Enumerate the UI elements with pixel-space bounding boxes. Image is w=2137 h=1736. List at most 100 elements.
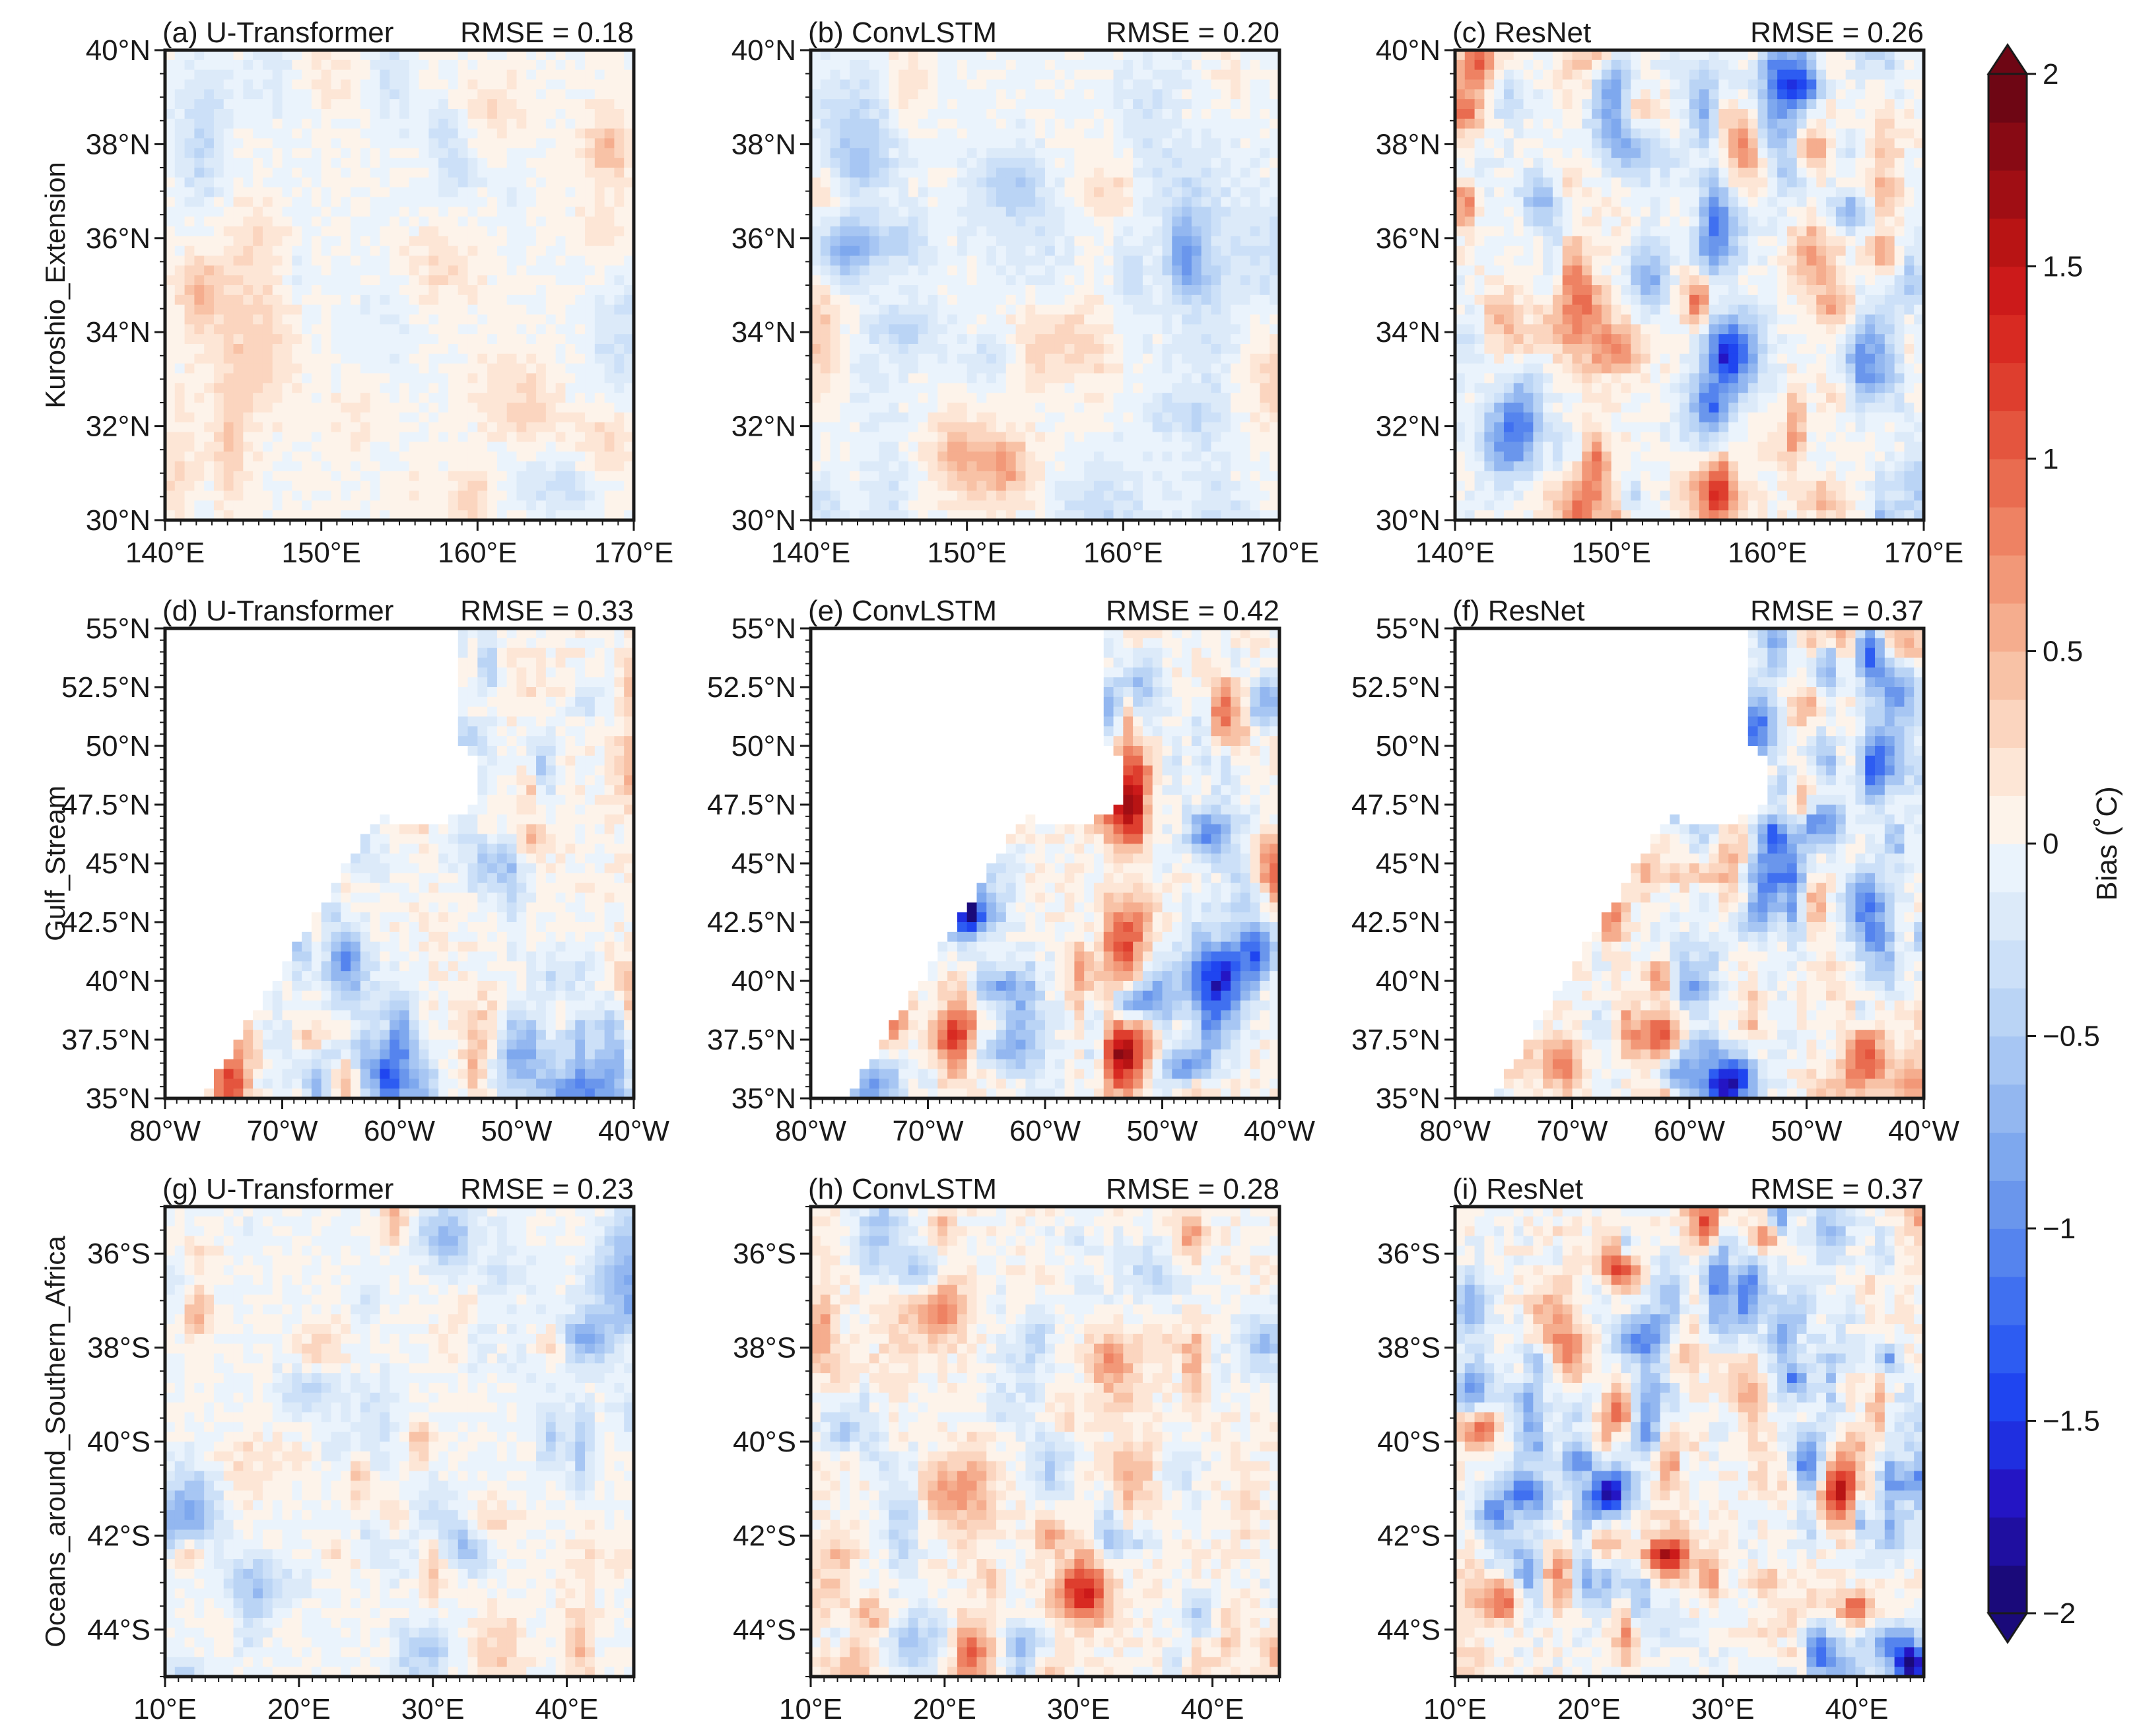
bias-cell bbox=[1123, 177, 1134, 188]
bias-cell bbox=[351, 69, 361, 81]
bias-cell bbox=[516, 79, 527, 90]
bias-cell bbox=[1113, 451, 1124, 462]
bias-cell bbox=[1103, 69, 1114, 81]
bias-cell bbox=[536, 490, 547, 501]
bias-cell bbox=[614, 461, 625, 472]
bias-cell bbox=[370, 442, 381, 452]
bias-cell bbox=[908, 363, 919, 374]
bias-cell bbox=[928, 255, 938, 266]
bias-cell bbox=[1045, 168, 1056, 178]
bias-cell bbox=[1054, 500, 1066, 511]
bias-cell bbox=[1035, 324, 1046, 335]
bias-cell bbox=[928, 373, 938, 384]
bias-cell bbox=[1172, 158, 1182, 168]
bias-cell bbox=[223, 363, 234, 374]
bias-cell bbox=[624, 403, 634, 413]
bias-cell bbox=[467, 334, 478, 345]
bias-cell bbox=[908, 373, 919, 384]
bias-cell bbox=[1240, 314, 1251, 325]
bias-cell bbox=[526, 59, 537, 71]
bias-cell bbox=[996, 461, 1007, 472]
bias-cell bbox=[370, 138, 381, 149]
bias-cell bbox=[565, 403, 576, 413]
bias-cell bbox=[811, 177, 821, 188]
bias-cell bbox=[889, 138, 899, 149]
bias-cell bbox=[889, 471, 899, 482]
bias-cell bbox=[1162, 118, 1172, 129]
bias-cell bbox=[859, 265, 870, 276]
bias-cell bbox=[204, 373, 215, 384]
bias-cell bbox=[526, 442, 537, 452]
bias-cell bbox=[438, 59, 449, 71]
bias-cell bbox=[555, 403, 566, 413]
bias-cell bbox=[1201, 207, 1212, 217]
bias-cell bbox=[1270, 168, 1279, 178]
bias-cell bbox=[1172, 187, 1182, 198]
bias-cell bbox=[820, 373, 831, 384]
bias-cell bbox=[967, 432, 978, 442]
bias-cell bbox=[1162, 50, 1172, 61]
bias-cell bbox=[1093, 275, 1104, 286]
bias-cell bbox=[918, 500, 929, 511]
bias-cell bbox=[282, 314, 292, 325]
bias-cell bbox=[351, 304, 361, 316]
bias-cell bbox=[272, 226, 283, 237]
bias-cell bbox=[213, 236, 224, 247]
bias-cell bbox=[811, 412, 821, 423]
bias-cell bbox=[428, 363, 439, 374]
bias-cell bbox=[184, 138, 195, 149]
bias-cell bbox=[341, 197, 351, 207]
bias-cell bbox=[869, 403, 880, 413]
bias-cell bbox=[1093, 168, 1104, 178]
bias-cell bbox=[928, 177, 938, 188]
bias-cell bbox=[380, 294, 390, 306]
bias-cell bbox=[869, 187, 880, 198]
bias-cell bbox=[996, 442, 1007, 452]
bias-cell bbox=[1015, 69, 1027, 81]
bias-cell bbox=[409, 373, 420, 384]
bias-cell bbox=[996, 246, 1007, 257]
bias-cell bbox=[536, 451, 547, 462]
bias-cell bbox=[1074, 197, 1085, 207]
bias-cell bbox=[1221, 79, 1231, 90]
bias-cell bbox=[1221, 442, 1231, 452]
bias-cell bbox=[1182, 393, 1192, 403]
bias-cell bbox=[428, 50, 439, 61]
bias-cell bbox=[1231, 471, 1241, 482]
bias-cell bbox=[204, 304, 215, 316]
bias-cell bbox=[1103, 451, 1114, 462]
bias-cell bbox=[458, 314, 469, 325]
bias-cell bbox=[1260, 344, 1270, 354]
bias-cell bbox=[204, 461, 215, 472]
bias-cell bbox=[536, 128, 547, 139]
bias-cell bbox=[1093, 226, 1104, 237]
bias-cell bbox=[928, 275, 938, 286]
bias-cell bbox=[409, 500, 420, 511]
bias-cell bbox=[899, 461, 909, 472]
bias-cell bbox=[859, 109, 870, 119]
bias-cell bbox=[585, 118, 595, 129]
bias-cell bbox=[458, 168, 469, 178]
bias-cell bbox=[331, 432, 341, 442]
bias-cell bbox=[399, 236, 410, 247]
bias-cell bbox=[545, 412, 557, 423]
bias-cell bbox=[1260, 383, 1270, 393]
bias-cell bbox=[174, 500, 186, 511]
bias-cell bbox=[448, 432, 459, 442]
bias-cell bbox=[174, 393, 186, 403]
bias-cell bbox=[976, 432, 987, 442]
bias-cell bbox=[311, 294, 322, 306]
bias-cell bbox=[585, 207, 595, 217]
bias-cell bbox=[341, 187, 351, 198]
bias-cell bbox=[967, 481, 978, 492]
bias-cell bbox=[1523, 50, 1534, 61]
bias-cell bbox=[624, 314, 634, 325]
bias-cell bbox=[399, 59, 410, 71]
bias-cell bbox=[1201, 187, 1212, 198]
bias-cell bbox=[996, 59, 1007, 71]
bias-cell bbox=[233, 500, 244, 511]
bias-cell bbox=[908, 217, 919, 227]
bias-cell bbox=[1064, 500, 1075, 511]
bias-cell bbox=[1123, 461, 1134, 472]
bias-cell bbox=[908, 99, 919, 110]
